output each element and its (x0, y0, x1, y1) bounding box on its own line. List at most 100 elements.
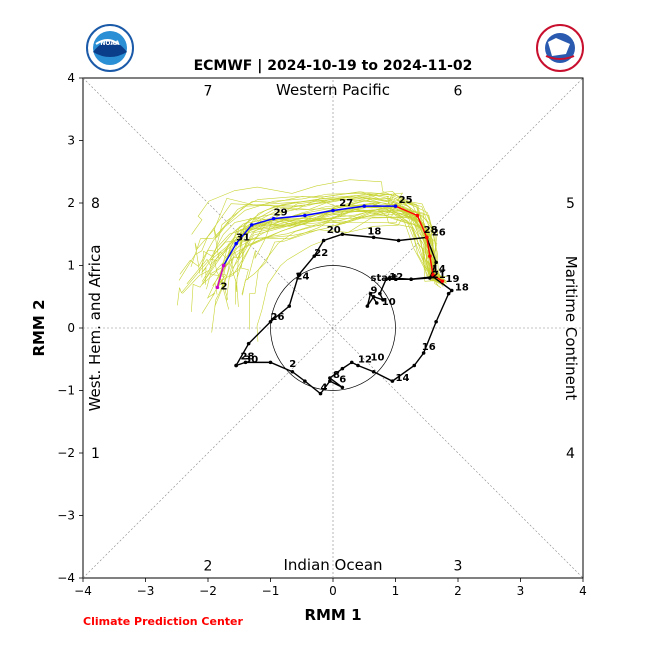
trajectory-point (340, 232, 345, 237)
ensemble-members (177, 179, 447, 342)
trajectory-point (387, 276, 392, 280)
mean-forecast-point (303, 213, 307, 218)
ensemble-member-line (178, 195, 442, 281)
trajectory-point (340, 385, 345, 390)
region-top: Western Pacific (276, 81, 390, 99)
trajectory-point (446, 291, 451, 296)
x-tick-label: −2 (199, 584, 217, 598)
trajectory-point (296, 273, 301, 277)
x-tick-label: 1 (392, 584, 400, 598)
y-tick-label: 2 (67, 196, 75, 210)
day-label: 14 (432, 264, 446, 275)
phase-label: 2 (204, 559, 213, 575)
chart-title: ECMWF | 2024-10-19 to 2024-11-02 (194, 58, 473, 74)
trajectory-point (328, 379, 332, 383)
unit-circle (270, 265, 396, 391)
trajectory-point (390, 379, 395, 383)
trajectory-point (312, 254, 317, 258)
phase-label: 8 (91, 196, 100, 212)
mean-forecast-line (216, 265, 225, 288)
trajectory-line (235, 276, 453, 395)
phase-label: 7 (204, 84, 213, 100)
x-tick-label: 0 (329, 584, 337, 598)
y-tick-label: 3 (67, 134, 75, 148)
x-tick-label: −3 (137, 584, 155, 598)
day-label: 24 (296, 271, 310, 282)
phase-label: 3 (454, 559, 463, 575)
credit-text: Climate Prediction Center (83, 615, 243, 628)
day-label: 29 (274, 208, 288, 219)
day-label: 28 (424, 225, 438, 236)
day-label: 4 (321, 383, 328, 394)
ensemble-member-line (201, 209, 446, 286)
trajectory-point (368, 291, 373, 296)
day-label: 19 (446, 274, 460, 285)
y-tick-label: −2 (57, 446, 75, 460)
y-axis-label: RMM 2 (30, 299, 48, 356)
trajectory-point (303, 379, 307, 383)
trajectory-point (449, 288, 454, 293)
noaa-logo-text: NOAA (100, 40, 120, 47)
trajectory-point (371, 369, 376, 374)
phase-label: 5 (566, 196, 575, 212)
ensemble-member-line (211, 214, 439, 333)
day-label: start (371, 273, 398, 284)
phase-label: 4 (566, 446, 575, 462)
region-left: West. Hem. and Africa (86, 245, 104, 412)
day-label: 27 (339, 198, 353, 209)
y-tick-label: −4 (57, 571, 75, 585)
trajectory-point (384, 277, 388, 282)
mean-forecast-line (395, 205, 443, 282)
trajectory-point (290, 369, 295, 374)
mean-forecast-point (249, 223, 254, 227)
mean-forecast-point (215, 285, 220, 290)
mean-forecast-point (428, 254, 432, 258)
ensemble-member-line (201, 206, 443, 280)
day-label: 28 (241, 351, 255, 362)
trajectory-point (243, 360, 248, 365)
day-label: 16 (422, 342, 436, 353)
day-label: 26 (432, 228, 446, 239)
day-label: 14 (396, 373, 410, 384)
day-label: 2 (221, 281, 228, 292)
nws-logo (536, 24, 584, 72)
mean-forecast-point (271, 216, 276, 221)
day-label: 8 (333, 370, 340, 381)
trajectory-point (268, 319, 273, 324)
x-axis-label: RMM 1 (304, 606, 361, 624)
region-right: Maritime Continent (562, 256, 580, 401)
trajectory-point (378, 291, 382, 296)
ensemble-mean (215, 204, 445, 290)
day-label: 18 (455, 283, 469, 294)
day-label: 10 (382, 297, 396, 308)
mean-forecast-point (362, 204, 367, 208)
trajectory-point (371, 235, 376, 240)
trajectory-point (434, 319, 438, 324)
ensemble-member-line (240, 205, 445, 295)
mean-forecast-line (223, 205, 396, 266)
mean-forecast-point (331, 208, 335, 213)
day-label: 31 (236, 233, 250, 244)
trajectory-point (374, 301, 379, 305)
trajectory-point (234, 363, 238, 368)
mean-forecast-point (440, 279, 445, 283)
day-label: 30 (244, 354, 258, 365)
mean-forecast-point (424, 235, 429, 240)
trajectory-point (381, 298, 385, 302)
observed-path (234, 232, 454, 396)
trajectory-point (328, 376, 332, 380)
x-tick-label: 3 (517, 584, 525, 598)
trajectory-point (371, 294, 376, 299)
y-tick-label: 1 (67, 259, 75, 273)
trajectory-point (318, 391, 323, 396)
x-tick-label: −1 (262, 584, 280, 598)
trajectory-point (340, 366, 345, 371)
day-label: 26 (271, 312, 285, 323)
trajectory-point (409, 277, 413, 282)
x-tick-label: 4 (579, 584, 587, 598)
mean-forecast-point (415, 213, 420, 218)
